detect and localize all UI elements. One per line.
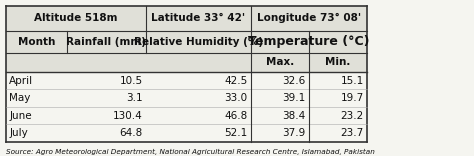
Text: Temperature (°C): Temperature (°C) bbox=[248, 36, 370, 49]
Text: 38.4: 38.4 bbox=[283, 111, 306, 121]
Text: Longitude 73° 08': Longitude 73° 08' bbox=[257, 13, 361, 23]
Text: Altitude 518m: Altitude 518m bbox=[34, 13, 118, 23]
Text: July: July bbox=[9, 128, 28, 138]
Text: Source: Agro Meteorological Department, National Agricultural Research Centre, I: Source: Agro Meteorological Department, … bbox=[6, 149, 375, 155]
Text: Month: Month bbox=[18, 37, 55, 47]
Text: Max.: Max. bbox=[266, 57, 294, 68]
Text: Relative Humidity (%): Relative Humidity (%) bbox=[134, 37, 263, 47]
Text: 42.5: 42.5 bbox=[224, 76, 247, 86]
Text: May: May bbox=[9, 93, 31, 103]
Text: 52.1: 52.1 bbox=[224, 128, 247, 138]
Text: 23.7: 23.7 bbox=[341, 128, 364, 138]
Text: June: June bbox=[9, 111, 32, 121]
Text: 23.2: 23.2 bbox=[341, 111, 364, 121]
Text: 39.1: 39.1 bbox=[283, 93, 306, 103]
Text: 130.4: 130.4 bbox=[113, 111, 143, 121]
Text: 33.0: 33.0 bbox=[224, 93, 247, 103]
Text: 32.6: 32.6 bbox=[283, 76, 306, 86]
Text: Rainfall (mm): Rainfall (mm) bbox=[66, 37, 146, 47]
Text: 10.5: 10.5 bbox=[119, 76, 143, 86]
Text: 3.1: 3.1 bbox=[126, 93, 143, 103]
Text: April: April bbox=[9, 76, 34, 86]
Text: 15.1: 15.1 bbox=[341, 76, 364, 86]
Text: 46.8: 46.8 bbox=[224, 111, 247, 121]
Text: 19.7: 19.7 bbox=[341, 93, 364, 103]
Text: Min.: Min. bbox=[326, 57, 351, 68]
Text: Latitude 33° 42': Latitude 33° 42' bbox=[151, 13, 246, 23]
Text: 37.9: 37.9 bbox=[283, 128, 306, 138]
Text: 64.8: 64.8 bbox=[119, 128, 143, 138]
